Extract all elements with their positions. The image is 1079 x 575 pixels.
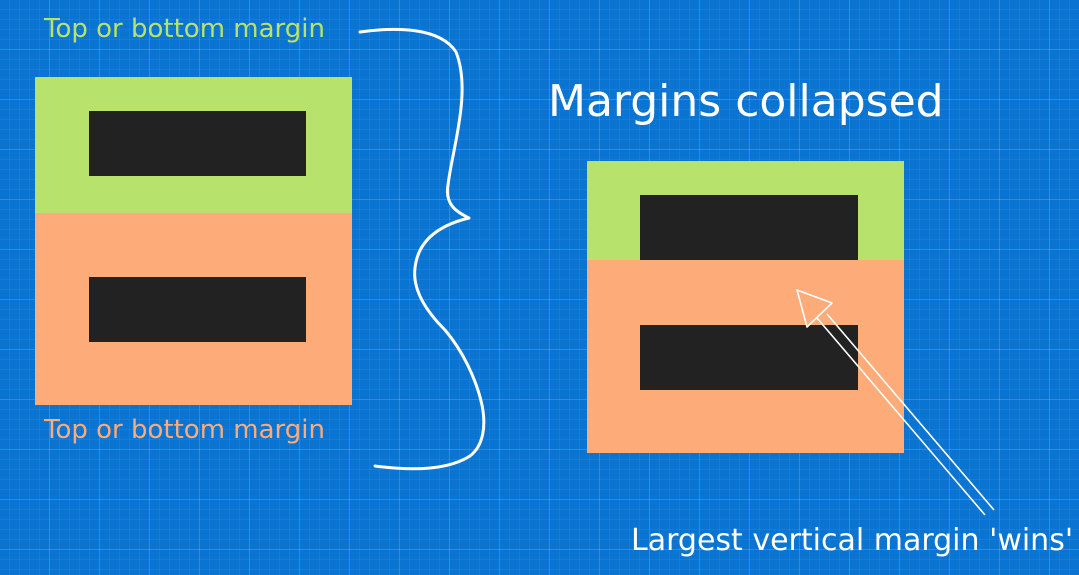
caption-label: Largest vertical margin 'wins': [631, 523, 1074, 558]
curly-brace: [358, 27, 486, 471]
right-bottom-element: [640, 325, 858, 390]
diagram-title: Margins collapsed: [548, 76, 944, 127]
left-bottom-element: [89, 277, 306, 342]
left-top-element: [89, 111, 306, 176]
right-top-element: [640, 195, 858, 260]
top-margin-label: Top or bottom margin: [44, 14, 325, 44]
bottom-margin-label: Top or bottom margin: [44, 415, 325, 445]
